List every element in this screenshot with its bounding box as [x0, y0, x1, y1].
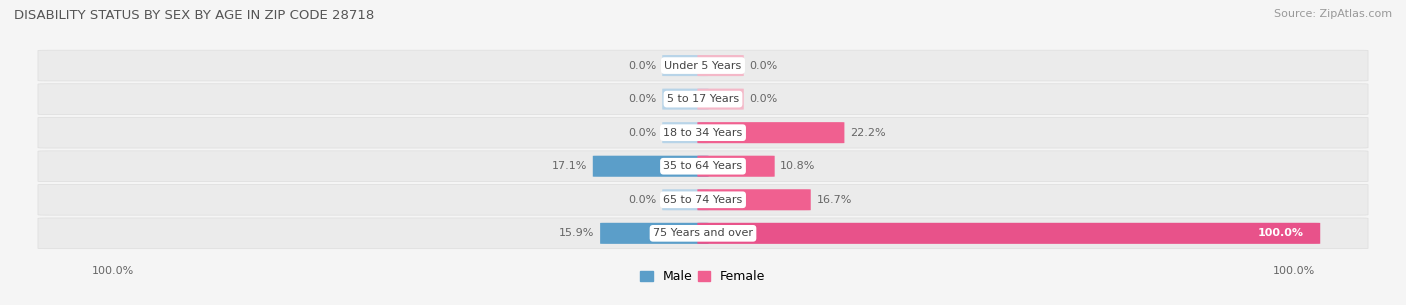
- Text: Source: ZipAtlas.com: Source: ZipAtlas.com: [1274, 9, 1392, 19]
- Text: 5 to 17 Years: 5 to 17 Years: [666, 94, 740, 104]
- FancyBboxPatch shape: [593, 156, 709, 177]
- FancyBboxPatch shape: [38, 185, 1368, 215]
- FancyBboxPatch shape: [38, 218, 1368, 249]
- FancyBboxPatch shape: [662, 189, 709, 210]
- FancyBboxPatch shape: [697, 156, 775, 177]
- FancyBboxPatch shape: [38, 151, 1368, 181]
- Legend: Male, Female: Male, Female: [636, 265, 770, 288]
- Text: 35 to 64 Years: 35 to 64 Years: [664, 161, 742, 171]
- Text: 22.2%: 22.2%: [851, 128, 886, 138]
- Text: 0.0%: 0.0%: [628, 128, 657, 138]
- Text: 0.0%: 0.0%: [628, 94, 657, 104]
- FancyBboxPatch shape: [697, 189, 811, 210]
- FancyBboxPatch shape: [697, 55, 744, 76]
- Text: 15.9%: 15.9%: [560, 228, 595, 238]
- Text: 16.7%: 16.7%: [817, 195, 852, 205]
- FancyBboxPatch shape: [600, 223, 709, 244]
- Text: 0.0%: 0.0%: [749, 94, 778, 104]
- FancyBboxPatch shape: [697, 88, 744, 110]
- FancyBboxPatch shape: [38, 117, 1368, 148]
- FancyBboxPatch shape: [662, 88, 709, 110]
- FancyBboxPatch shape: [662, 55, 709, 76]
- FancyBboxPatch shape: [697, 223, 1320, 244]
- Text: Under 5 Years: Under 5 Years: [665, 61, 741, 70]
- FancyBboxPatch shape: [38, 84, 1368, 114]
- Text: 17.1%: 17.1%: [551, 161, 588, 171]
- Text: 100.0%: 100.0%: [1257, 228, 1303, 238]
- Text: DISABILITY STATUS BY SEX BY AGE IN ZIP CODE 28718: DISABILITY STATUS BY SEX BY AGE IN ZIP C…: [14, 9, 374, 22]
- Text: 75 Years and over: 75 Years and over: [652, 228, 754, 238]
- Text: 10.8%: 10.8%: [780, 161, 815, 171]
- Text: 100.0%: 100.0%: [1272, 266, 1315, 276]
- Text: 18 to 34 Years: 18 to 34 Years: [664, 128, 742, 138]
- Text: 100.0%: 100.0%: [91, 266, 134, 276]
- FancyBboxPatch shape: [697, 122, 845, 143]
- FancyBboxPatch shape: [38, 50, 1368, 81]
- Text: 0.0%: 0.0%: [628, 61, 657, 70]
- FancyBboxPatch shape: [662, 122, 709, 143]
- Text: 65 to 74 Years: 65 to 74 Years: [664, 195, 742, 205]
- Text: 0.0%: 0.0%: [749, 61, 778, 70]
- Text: 0.0%: 0.0%: [628, 195, 657, 205]
